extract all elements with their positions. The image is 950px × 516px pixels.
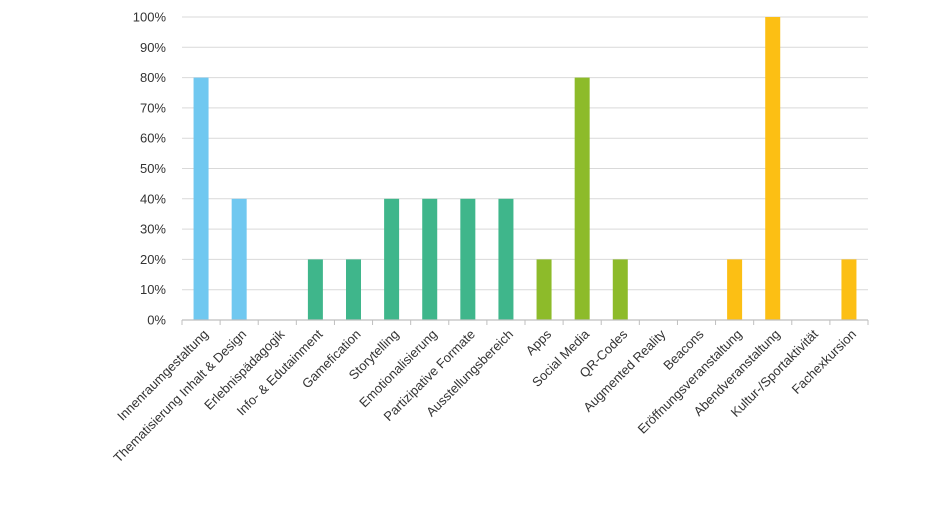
bar [422, 198, 438, 320]
bar [574, 77, 590, 320]
y-tick-label: 90% [140, 40, 166, 55]
gridlines [182, 16, 868, 291]
y-tick-label: 100% [133, 10, 167, 25]
bar [384, 198, 400, 320]
y-tick-label: 10% [140, 282, 166, 297]
y-tick-label: 30% [140, 222, 166, 237]
bar [193, 77, 209, 320]
bar [498, 198, 514, 320]
y-tick-label: 20% [140, 252, 166, 267]
x-axis [181, 319, 869, 325]
y-tick-label: 60% [140, 131, 166, 146]
bar [727, 259, 743, 320]
y-tick-label: 40% [140, 191, 166, 206]
bar [536, 259, 552, 320]
bar [460, 198, 476, 320]
bar [841, 259, 857, 320]
x-tick-label: Apps [523, 326, 555, 358]
bars [193, 17, 857, 320]
y-tick-label: 50% [140, 161, 166, 176]
bar [346, 259, 361, 320]
y-tick-label: 0% [147, 313, 166, 328]
bar [307, 259, 323, 320]
bar [765, 17, 781, 320]
y-axis-tick-labels: 0% 10% 20% 30% 40% 50% 60% 70% 80% 90% 100% [133, 10, 167, 328]
bar [231, 198, 247, 320]
y-tick-label: 80% [140, 70, 166, 85]
y-tick-label: 70% [140, 100, 166, 115]
bar [612, 259, 628, 320]
